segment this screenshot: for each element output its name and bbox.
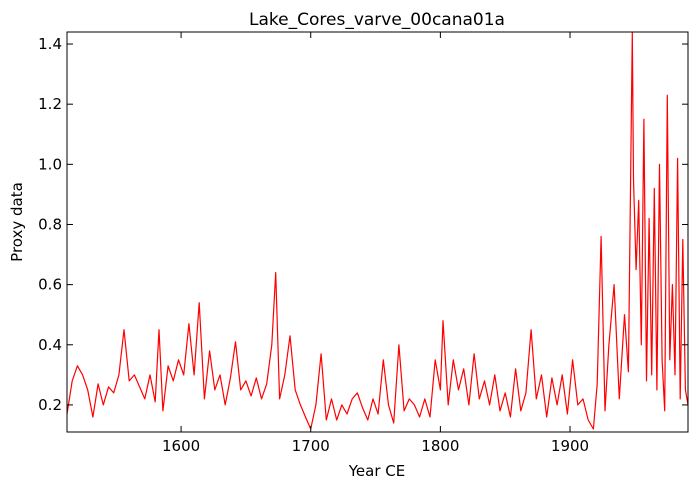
y-tick-label: 0.6: [38, 276, 62, 294]
chart-title: Lake_Cores_varve_00cana01a: [249, 10, 505, 30]
x-tick-label: 1900: [551, 437, 589, 455]
series-line-0: [67, 32, 688, 430]
x-tick-label: 1800: [421, 437, 459, 455]
y-tick-label: 0.8: [38, 215, 62, 233]
y-axis-label: Proxy data: [8, 182, 26, 262]
x-axis-label: Year CE: [348, 462, 405, 480]
y-tick-label: 0.4: [38, 336, 62, 354]
plot-area: [67, 32, 688, 430]
x-tick-label: 1600: [162, 437, 200, 455]
ticks-layer: 1600 1700 1800 1900 0.2 0.4 0.6 0.8 1.0 1.2 1.4: [38, 32, 688, 455]
y-tick-label: 1.2: [38, 95, 62, 113]
y-tick-label: 0.2: [38, 396, 62, 414]
series-layer: [67, 32, 688, 430]
x-tick-label: 1700: [292, 437, 330, 455]
plot-frame: [66, 31, 689, 433]
y-tick-label: 1.0: [38, 155, 62, 173]
y-tick-label: 1.4: [38, 35, 62, 53]
